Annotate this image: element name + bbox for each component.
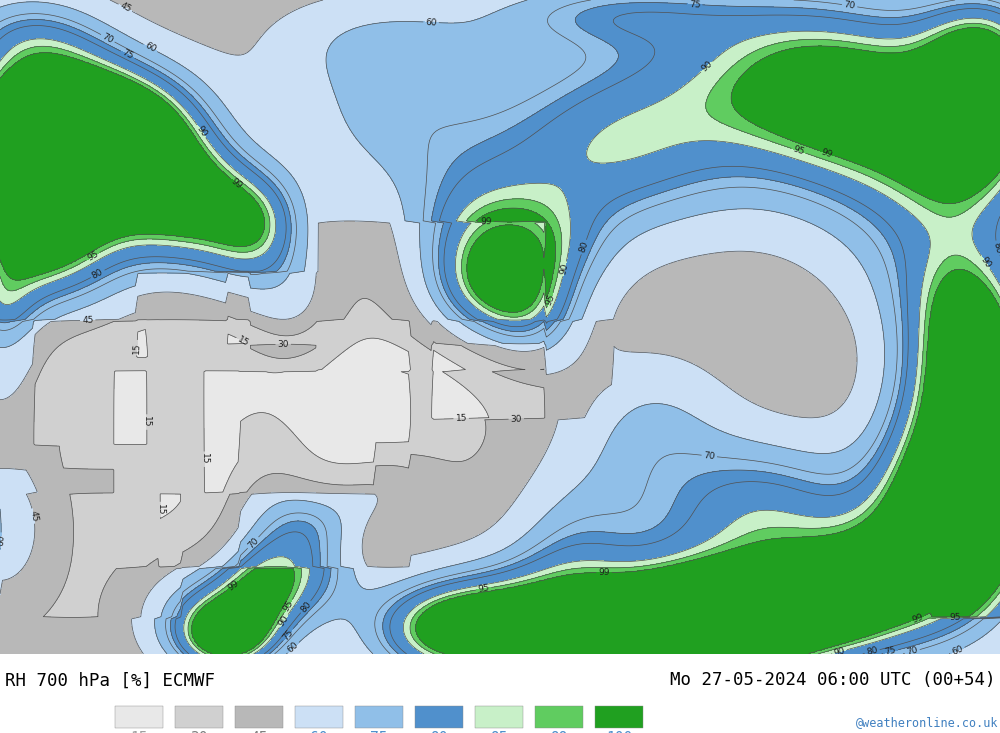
Text: 70: 70 — [101, 32, 115, 45]
Bar — [295, 706, 343, 729]
Text: 95: 95 — [949, 613, 961, 622]
Text: 95: 95 — [544, 292, 557, 306]
Text: 95: 95 — [490, 731, 508, 733]
Text: 95: 95 — [477, 583, 490, 594]
Text: 99: 99 — [820, 147, 834, 159]
Text: 15: 15 — [156, 504, 165, 515]
Text: 30: 30 — [510, 414, 522, 424]
Text: 99: 99 — [910, 612, 924, 625]
Text: 100: 100 — [606, 731, 632, 733]
Bar — [115, 706, 163, 729]
Text: 70: 70 — [246, 535, 260, 550]
Text: 60: 60 — [143, 41, 158, 55]
Text: 95: 95 — [281, 599, 295, 614]
Text: 80: 80 — [578, 240, 590, 254]
Bar — [415, 706, 463, 729]
Text: 90: 90 — [194, 124, 208, 139]
Text: 30: 30 — [190, 731, 208, 733]
Text: 99: 99 — [598, 568, 610, 577]
Text: 45: 45 — [118, 1, 132, 15]
Text: 15: 15 — [455, 414, 467, 423]
Text: 99: 99 — [226, 578, 240, 593]
Text: 70: 70 — [843, 1, 856, 11]
Text: 80: 80 — [866, 646, 879, 658]
Text: 70: 70 — [703, 451, 715, 461]
Text: 30: 30 — [277, 339, 289, 349]
Text: 60: 60 — [425, 18, 437, 27]
Text: 75: 75 — [281, 627, 295, 642]
Text: @weatheronline.co.uk: @weatheronline.co.uk — [856, 716, 998, 729]
Text: 60: 60 — [310, 731, 328, 733]
Text: 60: 60 — [286, 641, 301, 655]
Text: 99: 99 — [480, 217, 492, 226]
Text: 45: 45 — [250, 731, 268, 733]
Text: 15: 15 — [142, 416, 151, 428]
Text: 60: 60 — [950, 644, 964, 657]
Text: 90: 90 — [978, 255, 992, 270]
Text: 90: 90 — [430, 731, 448, 733]
Text: 75: 75 — [370, 731, 388, 733]
Text: 80: 80 — [91, 267, 105, 281]
Text: Mo 27-05-2024 06:00 UTC (00+54): Mo 27-05-2024 06:00 UTC (00+54) — [670, 671, 995, 689]
Text: 90: 90 — [559, 262, 570, 276]
Bar — [235, 706, 283, 729]
Text: 15: 15 — [236, 334, 251, 348]
Bar — [475, 706, 523, 729]
Text: 95: 95 — [86, 250, 100, 263]
Text: 90: 90 — [277, 614, 291, 628]
Bar — [595, 706, 643, 729]
Text: 80: 80 — [299, 600, 313, 614]
Text: 60: 60 — [0, 534, 6, 546]
Bar — [535, 706, 583, 729]
Text: 90: 90 — [699, 59, 714, 74]
Text: 75: 75 — [120, 48, 135, 62]
Text: 99: 99 — [229, 177, 244, 191]
Text: 99: 99 — [550, 731, 568, 733]
Text: 15: 15 — [200, 454, 209, 465]
Text: 80: 80 — [992, 241, 1000, 255]
Text: RH 700 hPa [%] ECMWF: RH 700 hPa [%] ECMWF — [5, 671, 215, 689]
Text: 45: 45 — [82, 315, 94, 325]
Bar — [175, 706, 223, 729]
Text: 95: 95 — [792, 145, 806, 157]
Text: 15: 15 — [132, 342, 142, 353]
Text: 90: 90 — [833, 646, 846, 658]
Text: 75: 75 — [689, 0, 701, 10]
Text: 45: 45 — [28, 509, 39, 523]
Text: 75: 75 — [884, 646, 897, 658]
Text: 15: 15 — [130, 731, 148, 733]
Bar — [355, 706, 403, 729]
Text: 70: 70 — [906, 646, 919, 658]
